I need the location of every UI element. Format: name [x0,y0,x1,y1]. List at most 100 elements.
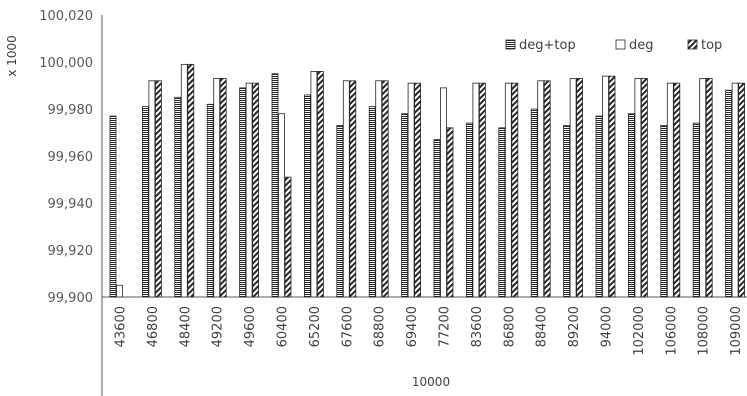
bar-deg [440,87,447,298]
bar-deg [569,78,577,298]
legend-label: deg [629,38,654,53]
legend-swatch [687,39,698,50]
bar-deg-top [725,89,732,298]
bar-deg-top [498,127,506,298]
bar-top [252,82,260,298]
bar-deg [407,82,415,298]
bar-top [673,82,681,298]
x-tick-label: 94000 [600,306,615,347]
bar-deg-top [692,122,700,298]
bar-deg [602,75,609,298]
bar-deg-top [239,87,247,298]
bar-deg-top [271,73,279,298]
bar-deg-top [368,106,376,298]
legend-swatch [505,39,516,50]
bar-deg [342,80,350,298]
bar-deg [375,80,383,298]
bar-deg [472,82,480,298]
bar-top [187,63,195,298]
x-tick-label: 46800 [146,306,161,347]
bar-deg [245,82,253,298]
bar-deg [537,80,545,298]
bar-deg [278,113,285,298]
bar-top [543,80,551,298]
bar-deg [213,78,221,298]
bar-deg-top [174,96,182,298]
bar-deg-top [336,125,344,298]
bar-top [381,80,389,298]
x-tick-label: 83600 [470,306,485,347]
bar-deg [634,78,642,298]
x-tick-label: 43600 [114,306,129,347]
bar-deg [148,80,156,298]
x-tick-label: 49200 [211,306,226,347]
bar-top [705,78,713,298]
bar-deg [116,284,123,298]
bar-top [608,75,616,298]
bar-top [641,78,648,298]
x-tick-label: 69400 [405,306,420,347]
x-tick-label: 49600 [243,306,258,347]
bar-top [219,78,227,298]
x-tick-label: 109000 [729,306,744,356]
y-tick-label: 99,920 [48,244,94,259]
y-tick-label: 99,940 [48,197,94,212]
x-tick-label: 89200 [567,306,582,347]
bar-series [109,63,745,298]
bar-deg [699,78,707,298]
x-tick-label: 60400 [276,306,291,347]
bar-deg-top [595,115,603,298]
bar-deg-top [433,139,441,298]
bar-deg [180,63,188,298]
bar-top [446,127,454,298]
bar-top [316,71,324,298]
bar-deg-top [401,113,409,298]
x-axis-title: 10000 [412,375,450,389]
x-tick-label: 88400 [535,306,550,347]
bar-deg-top [628,113,635,298]
x-tick-label: 48400 [178,306,193,347]
bar-deg-top [206,103,214,298]
bar-top [349,80,357,298]
x-tick-label: 86800 [502,306,517,347]
legend-label: deg+top [519,38,576,53]
bar-top [576,78,583,298]
y-tick-label: 100,020 [39,9,93,24]
x-tick-label: 67600 [340,306,355,347]
bar-deg-top [530,108,538,298]
chart-axes [101,15,747,396]
chart-legend: deg+top deg top [505,38,722,53]
bar-top [478,82,486,298]
y-tick-label: 99,900 [48,291,94,306]
x-tick-label: 68800 [373,306,388,347]
bar-deg-top [303,94,311,298]
x-tick-label: 106000 [664,306,679,356]
y-tick-label: 99,980 [48,103,94,118]
legend-swatch [615,39,626,50]
y-axis-title: x 1000 [5,35,19,76]
bar-top [738,82,745,298]
bar-top [511,82,519,298]
bar-deg [310,71,318,298]
x-tick-label: 65200 [308,306,323,347]
bar-deg-top [141,106,149,298]
bar-deg-top [109,115,117,298]
x-tick-label: 102000 [632,306,647,356]
bar-top [154,80,162,298]
bar-deg [504,82,512,298]
bar-top [414,82,422,298]
bar-deg [666,82,674,298]
x-tick-label: 108000 [697,306,712,356]
x-tick-labels: 43600 46800 48400 49200 49600 60400 65200 67600… [114,306,745,356]
bar-deg-top [563,125,570,298]
bar-deg [731,82,739,298]
bar-deg-top [660,125,668,298]
y-tick-labels: 100,020 100,000 99,980 99,960 99,940 99,920 99… [39,9,93,306]
x-tick-label: 77200 [438,306,453,347]
y-tick-label: 99,960 [48,150,94,165]
bar-deg-top [465,122,473,298]
y-tick-label: 100,000 [39,56,93,71]
bar-top [284,176,292,298]
legend-label: top [701,38,722,53]
